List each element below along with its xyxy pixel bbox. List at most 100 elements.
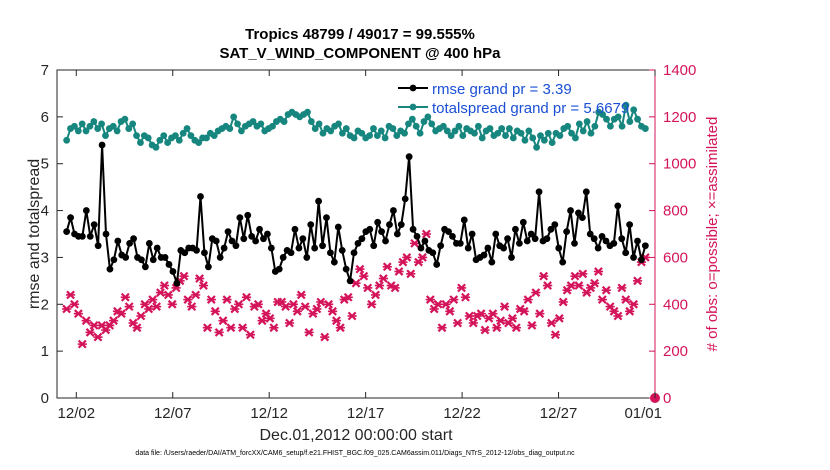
rmse-point	[397, 221, 405, 229]
totalspread-point	[342, 125, 350, 132]
totalspread-point	[544, 129, 552, 137]
rmse-point	[504, 235, 511, 243]
obs-marker	[214, 328, 224, 337]
obs-marker	[421, 229, 431, 239]
obs-marker	[566, 281, 576, 290]
obs-marker	[136, 311, 146, 321]
obs-marker	[179, 271, 189, 281]
obs-marker	[621, 295, 631, 304]
rmse-point	[330, 258, 338, 266]
rmse-point	[295, 244, 303, 252]
totalspread-point	[280, 118, 288, 125]
rmse-point	[515, 239, 523, 247]
obs-marker	[155, 288, 166, 297]
obs-marker	[554, 313, 564, 323]
obs-marker	[296, 290, 306, 300]
y-left-tick-label: 3	[41, 249, 49, 266]
rmse-point	[67, 214, 74, 222]
totalspread-point	[622, 101, 630, 109]
rmse-point	[138, 256, 145, 264]
obs-marker	[89, 320, 99, 330]
totalspread-point	[102, 132, 109, 140]
rmse-point	[98, 141, 106, 149]
rmse-point	[582, 188, 590, 196]
obs-marker	[355, 264, 365, 274]
totalspread-point	[599, 111, 607, 118]
obs-marker	[531, 288, 541, 297]
obs-marker	[284, 318, 295, 328]
rmse-point	[571, 239, 578, 247]
rmse-point	[575, 209, 582, 217]
rmse-point	[126, 239, 134, 247]
totalspread-point	[203, 134, 210, 142]
obs-marker	[468, 318, 478, 328]
rmse-point	[323, 214, 330, 222]
obs-marker	[191, 290, 201, 300]
rmse-point	[354, 239, 362, 247]
totalspread-point	[113, 127, 121, 135]
obs-marker	[206, 295, 216, 304]
obs-marker	[320, 332, 330, 342]
obs-marker	[331, 316, 342, 326]
rmse-point	[319, 242, 326, 250]
totalspread-point	[614, 113, 622, 121]
rmse-point	[488, 258, 496, 266]
rmse-point	[614, 202, 622, 210]
totalspread-point	[98, 120, 106, 128]
totalspread-series	[63, 101, 649, 151]
legend-label: totalspread grand pr = 5.6679	[432, 100, 629, 117]
rmse-point	[224, 228, 232, 236]
totalspread-point	[90, 118, 98, 125]
rmse-point	[610, 239, 618, 247]
rmse-point	[429, 249, 437, 257]
obs-marker	[312, 304, 322, 314]
y-left-tick-label: 2	[41, 296, 49, 313]
rmse-point	[220, 244, 228, 252]
obs-marker	[382, 262, 392, 272]
rmse-point	[512, 225, 519, 233]
rmse-point	[299, 235, 307, 243]
obs-marker	[93, 332, 103, 342]
totalspread-point	[533, 143, 541, 151]
obs-marker	[367, 299, 377, 309]
obs-marker	[456, 283, 467, 293]
rmse-point	[598, 232, 606, 240]
totalspread-point	[179, 129, 187, 137]
y-right-tick-label: 1200	[663, 109, 696, 126]
obs-marker	[108, 316, 119, 326]
obs-marker	[378, 274, 388, 283]
obs-marker	[374, 281, 385, 290]
y-right-tick-label: 1400	[663, 62, 696, 79]
rmse-point	[110, 256, 118, 264]
rmse-point	[551, 221, 559, 229]
obs-marker	[402, 253, 412, 262]
obs-marker	[453, 318, 463, 328]
totalspread-point	[502, 132, 509, 140]
legend: rmse grand pr = 3.39 totalspread grand pr…	[398, 81, 629, 117]
obs-marker	[523, 295, 533, 304]
obs-marker	[288, 299, 299, 309]
totalspread-point	[315, 120, 323, 128]
rmse-point	[456, 239, 464, 247]
obs-marker	[163, 290, 173, 300]
rmse-point	[559, 258, 567, 266]
obs-marker	[546, 318, 557, 328]
rmse-point	[523, 237, 531, 245]
obs-marker	[324, 299, 334, 309]
obs-marker	[120, 292, 130, 302]
totalspread-point	[187, 132, 195, 140]
rmse-point	[145, 239, 153, 247]
rmse-point	[409, 225, 417, 233]
obs-marker	[73, 309, 83, 319]
rmse-point	[622, 249, 630, 257]
totalspread-point	[82, 127, 90, 135]
totalspread-point	[144, 134, 152, 142]
obs-marker	[589, 278, 600, 288]
rmse-point	[94, 242, 102, 250]
rmse-point	[500, 244, 508, 252]
obs-marker	[77, 339, 87, 349]
rmse-point	[641, 242, 649, 250]
totalspread-point	[304, 108, 311, 116]
obs-marker	[343, 292, 353, 302]
